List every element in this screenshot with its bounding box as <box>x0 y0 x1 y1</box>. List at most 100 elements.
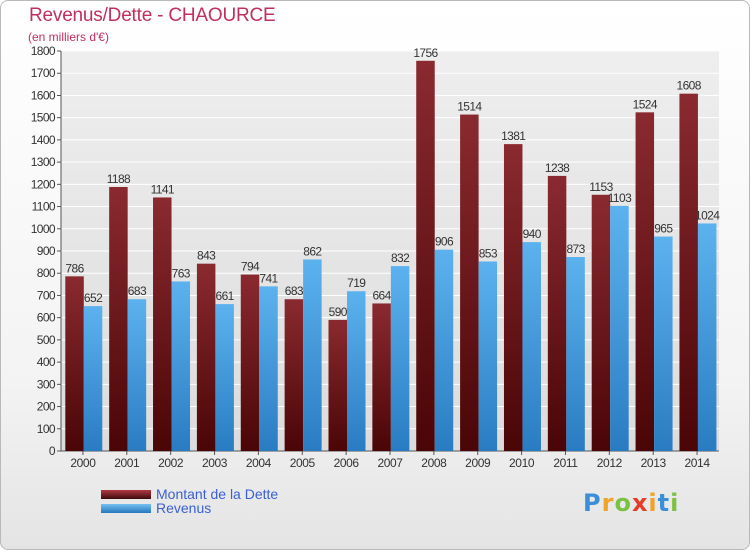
data-label-revenus: 741 <box>259 271 278 285</box>
data-label-revenus: 873 <box>566 242 585 256</box>
logo-letter: o <box>614 489 632 517</box>
y-tick-label: 900 <box>37 244 56 258</box>
bar-dette <box>416 60 435 452</box>
y-tick-label: 1000 <box>31 222 56 236</box>
data-label-revenus: 1024 <box>695 208 720 222</box>
y-tick-label: 1500 <box>31 111 56 125</box>
y-tick-label: 1800 <box>31 44 56 58</box>
data-label-dette: 1524 <box>633 97 658 111</box>
data-label-dette: 664 <box>372 288 391 302</box>
data-label-revenus: 906 <box>435 235 454 249</box>
bar-dette <box>372 303 391 451</box>
bar-revenus <box>303 259 322 451</box>
legend-swatch-revenus <box>101 504 151 513</box>
bar-dette <box>591 194 611 451</box>
x-tick-label: 2008 <box>421 456 447 470</box>
x-tick-label: 2014 <box>685 456 711 470</box>
logo-letter: x <box>631 489 649 517</box>
bar-revenus <box>434 249 454 451</box>
logo-letter: P <box>583 489 602 517</box>
y-tick-label: 1200 <box>31 177 56 191</box>
bar-dette <box>65 276 84 451</box>
bar-revenus <box>390 266 410 451</box>
data-label-dette: 1153 <box>589 180 613 194</box>
x-tick-label: 2006 <box>334 456 360 470</box>
data-label-dette: 1381 <box>501 129 526 143</box>
data-label-dette: 1514 <box>457 100 482 114</box>
x-tick-label: 2004 <box>246 456 272 470</box>
bar-revenus <box>83 306 103 451</box>
logo-letter: i <box>670 489 680 517</box>
data-label-revenus: 652 <box>84 291 103 305</box>
bar-dette <box>635 112 655 451</box>
logo-letter: r <box>601 489 615 517</box>
chart-title: Revenus/Dette - CHAOURCE <box>29 5 276 26</box>
y-tick-label: 1400 <box>31 133 56 147</box>
y-tick-label: 1700 <box>31 66 56 80</box>
bar-dette <box>284 299 304 451</box>
y-tick-label: 1300 <box>31 155 56 169</box>
chart-subtitle: (en milliers d'€) <box>28 30 109 44</box>
bar-revenus <box>171 281 191 451</box>
y-tick-label: 100 <box>37 422 56 436</box>
data-label-dette: 1238 <box>545 161 570 175</box>
data-label-revenus: 763 <box>172 266 191 280</box>
legend-label-dette: Montant de la Dette <box>156 486 279 502</box>
bar-dette <box>328 319 347 451</box>
bar-dette <box>153 197 172 451</box>
y-tick-label: 1100 <box>32 200 56 214</box>
bar-revenus <box>478 261 498 451</box>
x-tick-label: 2010 <box>509 456 535 470</box>
x-tick-label: 2012 <box>597 456 623 470</box>
data-label-dette: 1608 <box>677 79 702 93</box>
bar-revenus <box>215 304 234 451</box>
bar-revenus <box>127 299 147 451</box>
data-label-dette: 1188 <box>107 172 131 186</box>
bar-revenus <box>259 286 278 451</box>
bar-revenus <box>347 291 366 451</box>
data-label-revenus: 940 <box>523 227 542 241</box>
y-tick-label: 600 <box>37 311 56 325</box>
data-label-revenus: 832 <box>391 251 410 265</box>
y-tick-label: 800 <box>37 266 56 280</box>
x-tick-label: 2011 <box>553 456 578 470</box>
bar-dette <box>460 114 479 452</box>
data-label-revenus: 862 <box>303 244 322 258</box>
bar-dette <box>109 187 128 451</box>
bar-dette <box>196 263 216 451</box>
proxiti-logo: Proxiti <box>583 489 679 517</box>
x-tick-label: 2003 <box>202 456 228 470</box>
x-tick-label: 2013 <box>641 456 667 470</box>
bar-revenus <box>654 236 673 451</box>
logo-letter: t <box>657 489 671 517</box>
data-label-revenus: 683 <box>128 284 147 298</box>
bar-revenus <box>610 205 629 451</box>
legend-label-revenus: Revenus <box>156 500 212 516</box>
data-label-dette: 683 <box>285 284 304 298</box>
bar-revenus <box>566 257 585 451</box>
y-tick-label: 700 <box>37 288 56 302</box>
bar-dette <box>547 175 567 451</box>
logo-letter: i <box>648 489 658 517</box>
bar-dette <box>679 93 698 452</box>
data-label-dette: 1141 <box>151 182 175 196</box>
data-label-revenus: 965 <box>654 222 673 236</box>
data-label-dette: 590 <box>329 305 348 319</box>
x-tick-label: 2009 <box>465 456 491 470</box>
legend-swatch-dette <box>101 490 151 499</box>
y-tick-label: 200 <box>37 400 56 414</box>
bar-revenus <box>697 223 717 451</box>
y-tick-label: 300 <box>37 377 56 391</box>
y-tick-label: 400 <box>37 355 56 369</box>
data-label-dette: 1756 <box>413 46 438 60</box>
x-tick-label: 2007 <box>377 456 403 470</box>
data-label-revenus: 1103 <box>608 191 632 205</box>
y-tick-label: 0 <box>49 444 56 458</box>
x-tick-label: 2002 <box>158 456 184 470</box>
data-label-revenus: 719 <box>347 276 366 290</box>
y-tick-label: 500 <box>37 333 56 347</box>
bar-dette <box>240 274 260 451</box>
x-tick-label: 2001 <box>114 456 140 470</box>
